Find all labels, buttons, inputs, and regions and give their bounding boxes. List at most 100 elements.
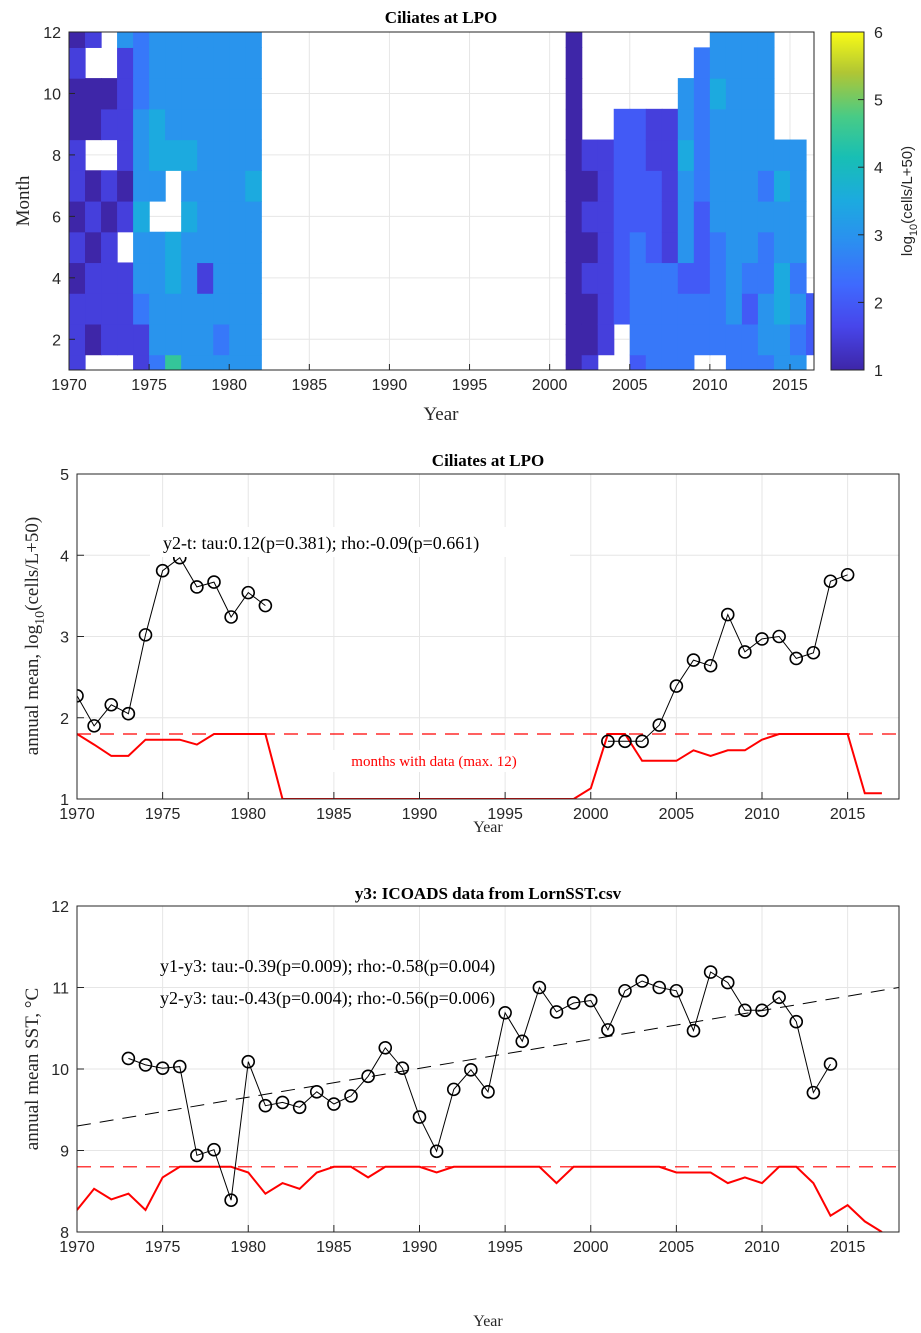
heatmap-cell (581, 354, 599, 370)
sst-ytick-label: 10 (51, 1062, 69, 1079)
ciliate-mean-1970s-point (121, 706, 136, 721)
heatmap-ticks: 1970 1975 1980 1985 1990 1995 2000 2005 2010 2015… (43, 25, 808, 394)
sst-annual-mean-point (327, 1097, 341, 1111)
heatmap-cell (741, 108, 759, 141)
sst-xtick-label: 2015 (830, 1239, 866, 1256)
heatmap-cell (757, 293, 775, 325)
sst-xtick-label: 2010 (744, 1239, 780, 1256)
heatmap-cell (117, 201, 134, 233)
heatmap-cell (229, 262, 246, 294)
sst-gridlines (76, 905, 899, 1233)
heatmap-cell (757, 323, 775, 356)
heatmap-cell (581, 139, 599, 171)
heatmap-cell (741, 201, 759, 233)
months-with-data-label: months with data (max. 12) (351, 754, 516, 770)
heatmap-ytick-label: 4 (52, 271, 61, 288)
heatmap-cell (597, 323, 615, 356)
heatmap-cell (117, 170, 134, 202)
heatmap-cell (85, 170, 102, 202)
heatmap-cell (149, 47, 166, 79)
heatmap-cell (197, 262, 214, 294)
sst-xlabel: Year (473, 1313, 503, 1330)
heatmap-cell (597, 293, 615, 325)
heatmap-cell (661, 170, 679, 202)
heatmap-cell (213, 231, 230, 264)
heatmap-cell (101, 201, 118, 233)
heatmap-cell (229, 293, 246, 325)
heatmap-cell (133, 32, 150, 48)
heatmap-cell (245, 354, 262, 370)
heatmap-cell (677, 108, 695, 141)
ciliate-mean-1970s-point (241, 585, 256, 600)
heatmap-cell (741, 139, 759, 171)
heatmap-cell (725, 262, 743, 294)
heatmap-cell (149, 170, 166, 202)
heatmap-cell (725, 323, 743, 356)
sst-trend-line (77, 987, 899, 1127)
colorbar-tick-label: 1 (874, 363, 883, 380)
heatmap-cell (149, 293, 166, 325)
heatmap-xtick-label: 1985 (292, 377, 328, 394)
heatmap-cell (69, 354, 86, 370)
sst-annual-mean-point (772, 990, 786, 1005)
heatmap-cell (229, 170, 246, 202)
heatmap-xtick-label: 2000 (532, 377, 568, 394)
heatmap-cell (101, 262, 118, 294)
heatmap-cell (629, 170, 647, 202)
heatmap-xtick-label: 2010 (692, 377, 728, 394)
heatmap-cell (645, 201, 663, 233)
heatmap-xtick-label: 1980 (211, 377, 247, 394)
heatmap-cell (213, 293, 230, 325)
heatmap-xtick-label: 2015 (772, 377, 808, 394)
heatmap-cell (645, 139, 663, 171)
ciliate-mean-1970s-point (138, 628, 153, 642)
sst-xtick-label: 2005 (659, 1239, 695, 1256)
heatmap-cell (149, 32, 166, 48)
sst-annual-mean-point (583, 993, 598, 1008)
heatmap-cell (677, 354, 695, 370)
heatmap-cell (773, 354, 791, 370)
annual-mean-ticks: 1970 1975 1980 1985 1990 1995 2000 2005 2010 2015… (59, 467, 865, 823)
heatmap-cell (101, 78, 118, 110)
heatmap-cell (245, 201, 262, 233)
heatmap-cell (757, 78, 775, 110)
heatmap-cell (565, 293, 583, 325)
heatmap-cell (613, 139, 631, 171)
sst-annual-mean-point (720, 975, 735, 990)
heatmap-cell (693, 78, 711, 110)
heatmap-cell (773, 170, 791, 202)
heatmap-cell (581, 323, 599, 356)
heatmap-cell (197, 323, 214, 356)
heatmap-cell (165, 47, 182, 79)
heatmap-cell (693, 170, 711, 202)
sst-annual-mean-point (155, 1061, 170, 1075)
colorbar-tick-label: 5 (874, 93, 883, 110)
heatmap-ytick-label: 8 (52, 148, 61, 165)
heatmap-cell (661, 262, 679, 294)
annotation-backdrop (150, 527, 570, 557)
colorbar-tick-label: 2 (874, 295, 883, 312)
heatmap-cell (789, 293, 807, 325)
heatmap-cell (197, 354, 214, 370)
heatmap-cell (213, 323, 230, 356)
heatmap-cell (693, 262, 711, 294)
annual-mean-xtick-label: 1975 (145, 806, 181, 823)
sst-annual-mean-point (566, 996, 581, 1010)
sst-xtick-label: 1975 (145, 1239, 181, 1256)
heatmap-cell (741, 262, 759, 294)
heatmap-cell (789, 170, 807, 202)
heatmap-cell (149, 78, 166, 110)
heatmap-cell (805, 323, 814, 356)
heatmap-cell (181, 47, 198, 79)
sst-annual-mean-point (241, 1054, 256, 1069)
sst-panel: y3: ICOADS data from LornSST.csv 1970 197… (22, 884, 900, 1330)
heatmap-cell (229, 139, 246, 171)
heatmap-cell (85, 323, 102, 356)
heatmap-cell (133, 293, 150, 325)
sst-ytick-label: 12 (51, 899, 69, 916)
heatmap-cell (645, 170, 663, 202)
heatmap-cell (693, 323, 711, 356)
heatmap-cell (245, 108, 262, 141)
colorbar-tick-label: 4 (874, 160, 883, 177)
colorbar-label: log10(cells/L+50) (899, 146, 920, 256)
